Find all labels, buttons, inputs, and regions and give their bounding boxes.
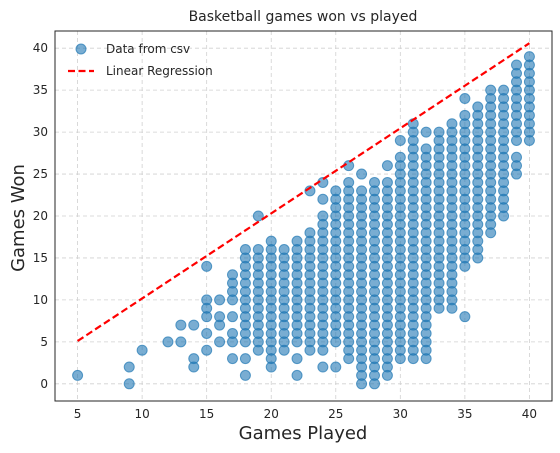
data-point	[201, 260, 213, 272]
data-point	[227, 269, 238, 281]
data-point	[227, 311, 238, 323]
data-point	[381, 176, 393, 188]
data-point	[162, 336, 174, 348]
x-axis-ticks: 5 10 15 20 25 30 35 40	[74, 407, 537, 421]
data-point	[214, 294, 226, 306]
x-tick-label: 40	[522, 407, 537, 421]
data-point	[239, 353, 251, 365]
data-point	[136, 344, 148, 356]
x-tick-label: 35	[457, 407, 472, 421]
data-point	[291, 369, 303, 381]
legend-label-regression: Linear Regression	[106, 64, 213, 78]
data-point	[72, 369, 84, 381]
data-point	[123, 361, 135, 373]
legend-label-scatter: Data from csv	[106, 42, 190, 56]
data-point	[523, 51, 535, 63]
data-point	[459, 109, 471, 121]
y-tick-label: 5	[40, 335, 48, 349]
data-point	[420, 126, 432, 138]
data-point	[265, 235, 277, 247]
data-point	[227, 353, 238, 365]
data-point	[356, 185, 368, 197]
data-point	[278, 244, 290, 256]
data-point	[459, 93, 471, 105]
data-point	[498, 84, 510, 96]
data-point	[291, 353, 303, 365]
y-axis-ticks: 0 5 10 15 20 25 30 35 40	[33, 41, 48, 391]
y-tick-label: 15	[33, 251, 48, 265]
data-point	[123, 378, 135, 390]
data-point	[511, 151, 522, 163]
data-point	[330, 361, 342, 373]
scatter-points	[72, 51, 535, 390]
y-tick-label: 30	[33, 125, 48, 139]
y-tick-label: 10	[33, 293, 48, 307]
legend-marker-scatter	[75, 43, 87, 55]
data-point	[252, 244, 264, 256]
data-point	[317, 361, 329, 373]
x-axis-title: Games Played	[239, 423, 368, 444]
y-tick-label: 25	[33, 167, 48, 181]
data-point	[188, 319, 200, 331]
regression-layer	[76, 42, 531, 342]
data-point	[201, 344, 213, 356]
data-point	[420, 143, 432, 155]
data-point	[201, 327, 213, 339]
x-tick-label: 5	[74, 407, 82, 421]
data-point	[394, 134, 406, 146]
data-point	[343, 176, 355, 188]
y-axis-title: Games Won	[8, 164, 29, 272]
data-point	[381, 160, 393, 172]
x-tick-label: 10	[134, 407, 149, 421]
y-tick-label: 35	[33, 83, 48, 97]
plot-frame	[54, 30, 553, 402]
y-tick-label: 40	[33, 41, 48, 55]
data-point	[356, 168, 368, 180]
data-point	[485, 84, 497, 96]
data-point	[201, 294, 213, 306]
data-point	[433, 126, 445, 138]
data-point	[330, 185, 342, 197]
x-tick-label: 20	[264, 407, 279, 421]
data-point	[472, 101, 484, 113]
data-point	[394, 151, 406, 163]
chart-title: Basketball games won vs played	[189, 9, 418, 25]
data-point	[239, 369, 251, 381]
data-point	[175, 336, 187, 348]
data-point	[317, 193, 329, 205]
data-point	[227, 327, 238, 339]
regression-line	[76, 42, 531, 342]
data-point	[459, 311, 471, 323]
data-point	[188, 353, 200, 365]
data-point	[291, 235, 303, 247]
data-point	[175, 319, 187, 331]
data-point	[369, 176, 380, 188]
x-tick-label: 30	[393, 407, 408, 421]
legend: Data from csv Linear Regression	[68, 42, 213, 78]
data-point	[214, 311, 226, 323]
data-point	[317, 210, 329, 222]
data-point	[446, 118, 458, 130]
data-point	[239, 244, 251, 256]
data-point	[511, 59, 522, 71]
y-tick-label: 0	[40, 377, 48, 391]
x-tick-label: 25	[328, 407, 343, 421]
data-point	[214, 336, 226, 348]
x-tick-label: 15	[199, 407, 214, 421]
data-point	[304, 227, 316, 239]
y-tick-label: 20	[33, 209, 48, 223]
